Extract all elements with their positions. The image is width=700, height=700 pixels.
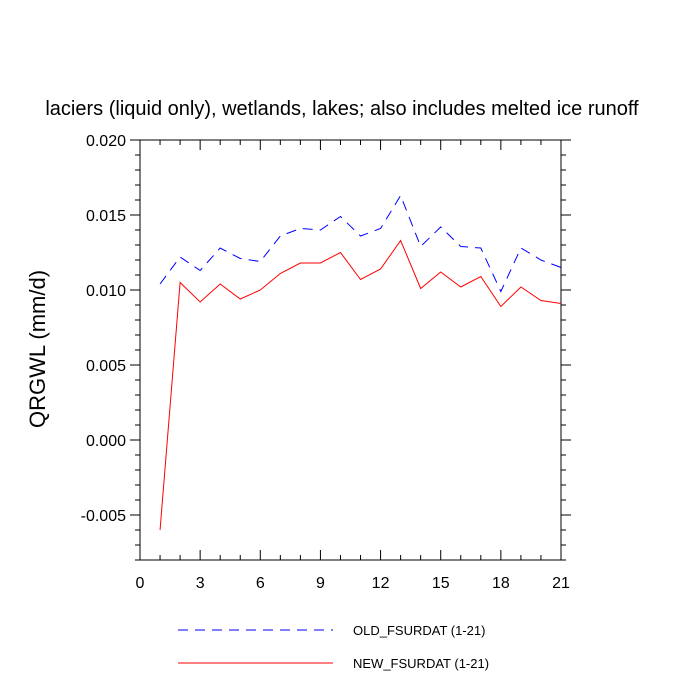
legend: OLD_FSURDAT (1-21) NEW_FSURDAT (1-21) — [178, 623, 489, 671]
y-tick-label: 0.010 — [86, 283, 126, 300]
series-line-new-fsurdat — [159, 239, 562, 531]
legend-label: OLD_FSURDAT (1-21) — [353, 623, 485, 638]
y-axis-label: QRGWL (mm/d) — [25, 270, 50, 428]
legend-label: NEW_FSURDAT (1-21) — [353, 656, 489, 671]
x-tick-label: 15 — [432, 575, 450, 592]
y-tick-label: 0.000 — [86, 433, 126, 450]
tick-labels: 0 3 6 9 12 15 18 21 -0.005 0.000 0.005 0.010 0.015 0.… — [81, 133, 570, 592]
x-tick-label: 18 — [492, 575, 510, 592]
y-tick-label: -0.005 — [81, 508, 126, 525]
plot-border — [139, 139, 562, 561]
axis-ticks — [130, 139, 571, 561]
y-tick-label: 0.005 — [86, 358, 126, 375]
series-layer — [159, 194, 562, 531]
x-tick-label: 3 — [196, 575, 205, 592]
x-tick-label: 21 — [552, 575, 570, 592]
x-tick-label: 12 — [372, 575, 390, 592]
x-tick-label: 0 — [136, 575, 145, 592]
x-tick-label: 9 — [316, 575, 325, 592]
x-tick-label: 6 — [256, 575, 265, 592]
y-tick-label: 0.015 — [86, 208, 126, 225]
series-line-old-fsurdat — [159, 194, 562, 293]
plot-frame — [139, 139, 562, 561]
chart-title: laciers (liquid only), wetlands, lakes; … — [45, 98, 639, 120]
y-tick-label: 0.020 — [86, 133, 126, 150]
